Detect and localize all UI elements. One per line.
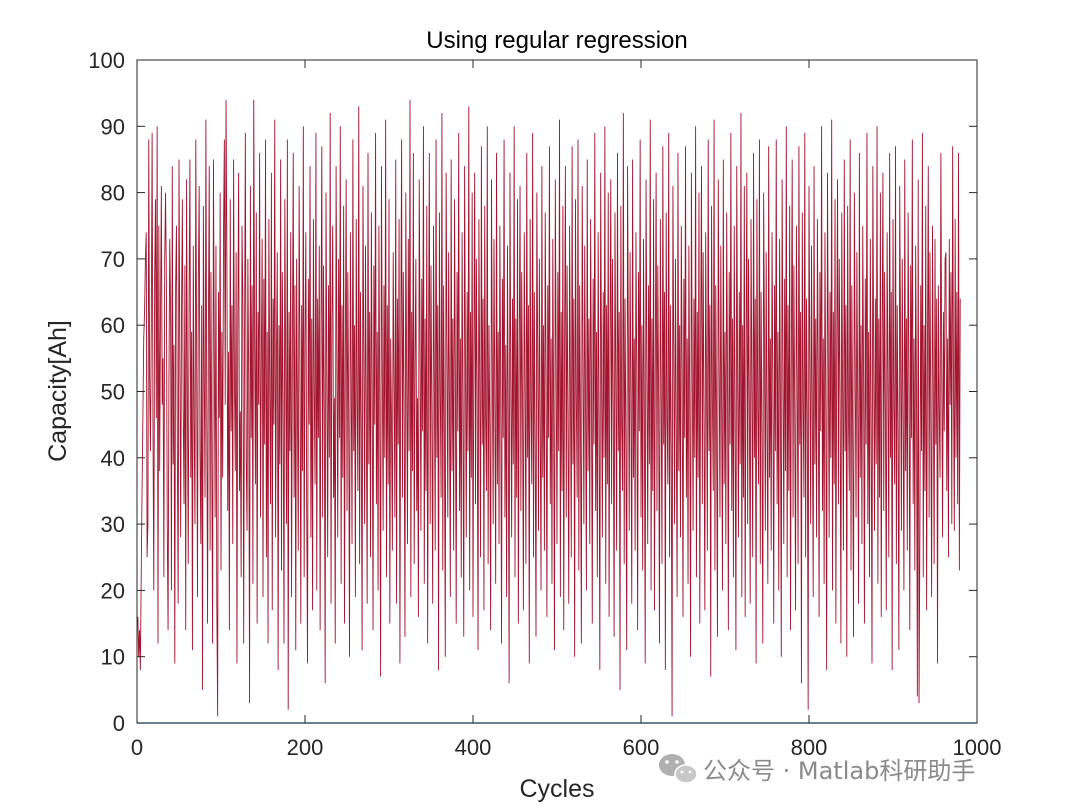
- x-tick-label: 0: [131, 735, 143, 760]
- x-axis-label: Cycles: [519, 775, 594, 803]
- y-tick-label: 70: [101, 247, 125, 272]
- y-tick-label: 0: [113, 711, 125, 736]
- y-tick-label: 10: [101, 645, 125, 670]
- y-axis-label: Capacity[Ah]: [44, 320, 72, 462]
- x-tick-label: 800: [791, 735, 828, 760]
- y-tick-label: 30: [101, 512, 125, 537]
- y-tick-label: 50: [101, 380, 125, 405]
- x-tick-label: 200: [287, 735, 324, 760]
- y-tick-label: 90: [101, 114, 125, 139]
- x-tick-label: 400: [455, 735, 492, 760]
- watermark: 公众号 · Matlab科研助手: [659, 754, 975, 785]
- x-tick-label: 600: [623, 735, 660, 760]
- y-tick-label: 20: [101, 578, 125, 603]
- series-line-1: [137, 99, 961, 717]
- y-tick-label: 60: [101, 313, 125, 338]
- y-tick-label: 80: [101, 181, 125, 206]
- chart-title: Using regular regression: [426, 27, 687, 54]
- ticks: 0 200 400 600 800 1000 0 10 20 30 40 50 60 70 80 90 100: [88, 48, 1001, 760]
- y-tick-label: 40: [101, 446, 125, 471]
- watermark-text: 公众号 · Matlab科研助手: [703, 757, 975, 785]
- wechat-icon: [659, 754, 698, 784]
- x-tick-label: 1000: [953, 735, 1002, 760]
- y-tick-label: 100: [88, 48, 125, 73]
